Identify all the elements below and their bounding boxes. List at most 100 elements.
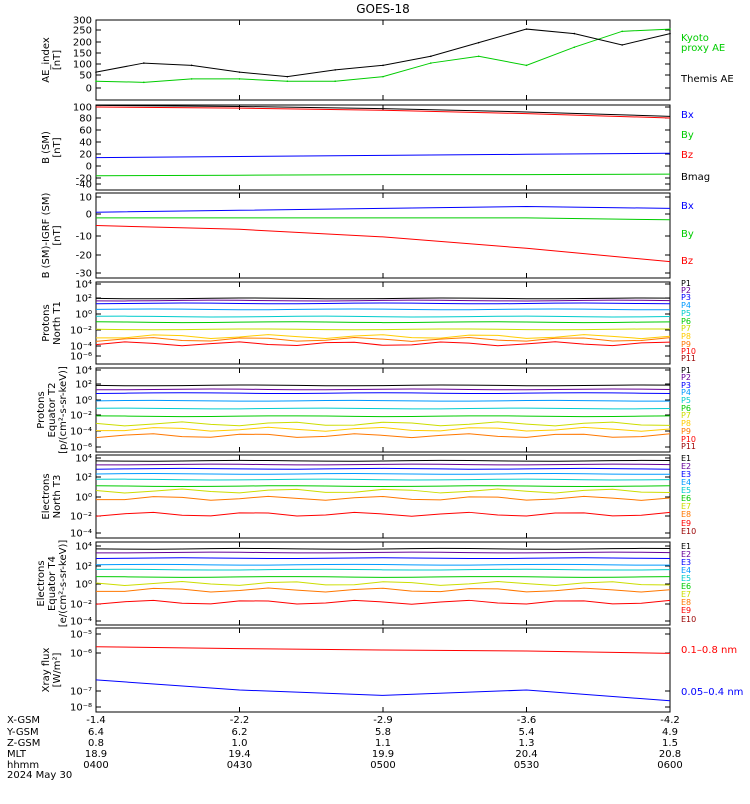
y-tick-label-ee: 10⁻⁴ [70,617,92,628]
y-axis-label-b: [nT] [52,137,63,157]
y-tick-label-b: 80 [79,114,92,125]
series-pe-5 [95,415,671,418]
y-axis-label-pe: [p/(cm²-s-sr-keV)] [58,366,69,454]
series-en-7 [95,495,671,501]
footer-value: 20.4 [515,749,537,760]
legend-ee-8: E9 [681,606,691,615]
point-ae-1 [573,32,576,35]
series-ee-8 [95,599,671,605]
y-tick-label-pn: 10⁻⁴ [70,342,92,353]
y-tick-label-ae: 200 [73,38,92,49]
legend-en-4: E5 [681,486,691,495]
series-dbigrf-2 [95,225,671,263]
legend-en-7: E8 [681,510,691,519]
point-ae-0 [477,55,480,58]
legend-pe-6: P7 [681,411,691,420]
footer-value: 0430 [227,760,252,771]
legend-en-0: E1 [681,454,691,463]
footer-value: 4.9 [662,727,678,738]
footer-value: 5.8 [375,727,391,738]
footer-value: 1.1 [375,738,391,749]
series-pn-0 [95,297,671,300]
legend-ee-9: E10 [681,615,696,624]
point-ae-1 [430,55,432,58]
point-ae-1 [190,64,193,67]
point-ae-0 [238,78,241,80]
y-axis-label-ae: AE_index [41,37,52,83]
y-tick-label-b: 60 [79,126,92,137]
series-dbigrf-0 [95,205,671,213]
footer-value: 0500 [370,760,395,771]
footer-row-label: X-GSM [7,715,40,726]
panel-frame-ee [95,541,671,626]
y-tick-label-xray: 10⁻⁶ [70,649,92,660]
series-pe-1 [95,388,671,391]
point-ae-1 [382,64,384,67]
plot-title: GOES-18 [356,2,410,16]
y-tick-label-pe: 10² [75,380,92,391]
footer-value: -2.9 [373,715,393,726]
panel-frame-ae [95,19,671,101]
point-ae-1 [477,41,480,44]
y-tick-label-ae: 100 [73,60,92,71]
y-tick-label-pe: 10⁻⁴ [70,427,92,438]
legend-ee-6: E7 [681,590,691,599]
panel-frame-dbigrf [95,192,671,279]
legend-pn-6: P7 [681,324,691,333]
legend-xray-1: 0.05–0.4 nm [681,687,743,698]
point-ae-0 [190,78,193,80]
legend-ee-3: E4 [681,566,691,575]
y-axis-label-dbigrf: [nT] [52,225,63,245]
y-tick-label-ae: 150 [73,49,92,60]
series-pn-2 [95,302,671,305]
series-en-5 [95,485,671,488]
y-tick-label-pn: 10⁰ [75,310,92,321]
point-ae-1 [238,71,241,73]
footer-value: 0400 [83,760,108,771]
series-ee-3 [95,563,671,566]
y-tick-label-en: 10⁰ [75,493,92,504]
footer-value: 1.3 [519,738,535,749]
point-ae-1 [143,62,145,64]
series-en-0 [95,459,671,462]
series-pn-4 [95,315,671,318]
y-tick-label-ae: 250 [73,26,92,37]
point-ae-0 [621,30,623,33]
legend-ae-1: proxy AE [681,43,725,54]
y-axis-label-b: B (SM) [41,131,52,164]
legend-pn-3: P4 [681,301,691,310]
legend-pn-5: P6 [681,317,691,326]
y-axis-label-ee: Electrons [36,560,47,606]
legend-pn-1: P2 [681,286,691,295]
series-ee-6 [95,581,671,586]
point-ae-1 [669,32,671,35]
legend-pe-4: P5 [681,396,691,405]
legend-en-9: E10 [681,527,696,536]
series-en-1 [95,463,671,466]
legend-b-2: Bz [681,150,693,161]
legend-en-8: E9 [681,519,691,528]
legend-pe-2: P3 [681,381,691,390]
y-tick-label-ee: 10² [75,562,92,573]
y-axis-label-pe: Protons [36,391,47,428]
series-pn-3 [95,308,671,311]
series-ee-5 [95,576,671,578]
y-tick-label-ee: 10⁴ [75,542,92,553]
y-tick-label-b: 20 [79,150,92,161]
y-tick-label-ae: 50 [79,71,92,82]
legend-pe-0: P1 [681,366,691,375]
series-pn-7 [95,334,671,340]
y-tick-label-en: 10⁻² [70,512,92,523]
series-ee-4 [95,568,671,571]
footer-value: 6.2 [232,727,248,738]
footer-value: 19.9 [372,749,394,760]
y-axis-label-pn: North T1 [52,301,63,345]
y-tick-label-pn: 10⁻⁶ [70,352,92,363]
series-pe-6 [95,421,671,427]
y-tick-label-en: 10⁻⁴ [70,529,92,540]
legend-pe-7: P8 [681,419,691,428]
legend-en-1: E2 [681,462,691,471]
series-b-3 [95,104,671,117]
legend-ee-5: E6 [681,582,691,591]
